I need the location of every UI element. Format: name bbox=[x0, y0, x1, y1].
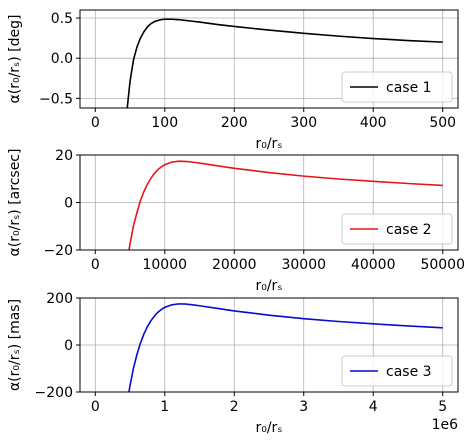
y-tick-label: 0 bbox=[64, 338, 73, 354]
series-line-1-1 bbox=[126, 18, 443, 108]
x-tick-label: 30000 bbox=[281, 257, 326, 273]
legend: case 1 bbox=[341, 71, 453, 103]
legend-label: case 2 bbox=[386, 222, 432, 238]
x-tick-label: 0 bbox=[91, 115, 100, 131]
series-line-2-1 bbox=[128, 160, 443, 250]
y-tick-label: 200 bbox=[46, 291, 73, 307]
x-axis-label: r₀/rₛ bbox=[255, 136, 282, 152]
legend-box bbox=[341, 213, 453, 245]
legend-box bbox=[341, 71, 453, 103]
x-tick-label: 10000 bbox=[142, 257, 187, 273]
x-tick-label: 4 bbox=[369, 399, 378, 415]
y-tick-label: −200 bbox=[35, 385, 73, 401]
axes-frame bbox=[79, 9, 459, 109]
x-tick-label: 0 bbox=[91, 257, 100, 273]
y-tick-label: 20 bbox=[55, 148, 73, 164]
x-tick-label: 500 bbox=[429, 115, 456, 131]
x-axis-label: r₀/rₛ bbox=[255, 420, 282, 436]
legend: case 3 bbox=[341, 355, 453, 387]
legend-label: case 3 bbox=[386, 364, 432, 380]
x-tick-label: 400 bbox=[360, 115, 387, 131]
x-tick-label: 50000 bbox=[420, 257, 465, 273]
x-tick-label: 300 bbox=[290, 115, 317, 131]
subplot-1: 0 100 200 300 400 500 −0.5 0.0 0.5 r₀/rₛ α(r₀/rₛ) … bbox=[7, 9, 459, 152]
x-tick-label: 0 bbox=[91, 399, 100, 415]
y-axis-label: α(r₀/rₛ) [mas] bbox=[7, 299, 23, 391]
x-tick-label: 40000 bbox=[351, 257, 396, 273]
subplot-2: 0 10000 20000 30000 40000 50000 −20 0 20 r₀/rₛ α(r… bbox=[7, 148, 465, 294]
x-offset-label: 1e6 bbox=[432, 417, 459, 433]
y-axis-label: α(r₀/rₛ) [deg] bbox=[7, 15, 23, 104]
x-axis-label: r₀/rₛ bbox=[255, 278, 282, 294]
y-tick-label: 0.5 bbox=[51, 11, 73, 27]
x-tick-label: 3 bbox=[299, 399, 308, 415]
series-line-3-1 bbox=[128, 303, 443, 392]
x-tick-label: 1 bbox=[160, 399, 169, 415]
x-tick-label: 200 bbox=[221, 115, 248, 131]
x-tick-label: 2 bbox=[230, 399, 239, 415]
x-tick-label: 20000 bbox=[212, 257, 257, 273]
y-tick-label: 0 bbox=[64, 196, 73, 212]
y-tick-label: −0.5 bbox=[39, 91, 73, 107]
legend-label: case 1 bbox=[386, 80, 432, 96]
y-tick-label: −20 bbox=[43, 243, 73, 259]
y-tick-label: 0.0 bbox=[51, 51, 73, 67]
subplot-3: 0 1 2 3 4 5 −200 0 200 r₀/rₛ α(r₀/rₛ) [mas] 1e6 case… bbox=[7, 291, 459, 436]
legend-box bbox=[341, 355, 453, 387]
legend: case 2 bbox=[341, 213, 453, 245]
x-tick-label: 5 bbox=[438, 399, 447, 415]
x-tick-label: 100 bbox=[151, 115, 178, 131]
y-axis-label: α(r₀/rₛ) [arcsec] bbox=[7, 149, 23, 257]
